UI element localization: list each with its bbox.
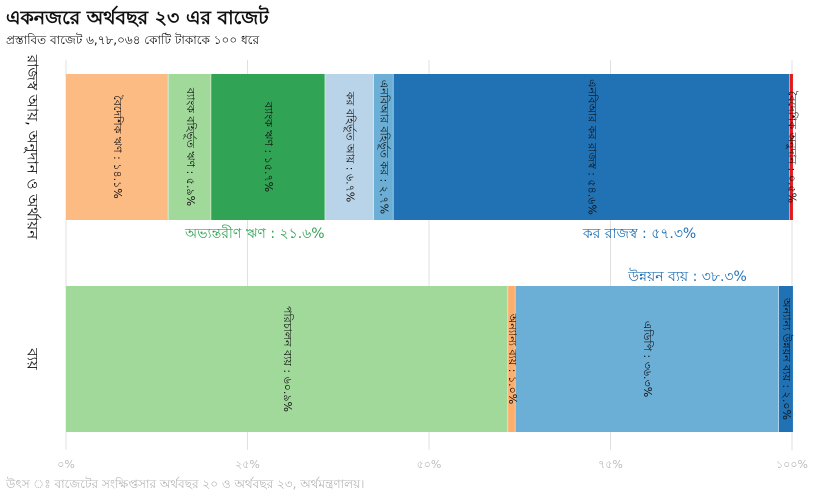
bars: [66, 74, 794, 432]
chart-subtitle: প্রস্তাবিত বাজেট ৬,৭৮,০৬৪ কোটি টাকাকে ১০…: [6, 33, 260, 47]
bar-segment: [789, 74, 794, 220]
segment-labels: বৈদেশিক ঋণ : ১৪.১% ব্যাংক বহির্ভূত ঋণ : ৫…: [111, 79, 798, 420]
segment-label: এনবিআর কর রাজস্ব : ৫৪.৬%: [586, 79, 599, 215]
segment-label: কর বহির্ভূত আয় : ৬.৭%: [343, 91, 356, 203]
segment-label: বৈদেশিক ঋণ : ১৪.১%: [111, 95, 124, 198]
category-label: রাজস্ব আয়, অনুদান ও অর্থায়ন: [24, 54, 42, 240]
annotations: অভ্যন্তরীণ ঋণ : ২১.৬% কর রাজস্ব : ৫৭.৩% উন…: [184, 225, 747, 285]
bar-segment: [393, 74, 790, 220]
bar-segment: [778, 286, 794, 432]
segment-label: এডিপি : ৩৬.৩%: [641, 321, 654, 397]
bar-segment: [515, 286, 779, 432]
annotation-label: উন্নয়ন ব্যয় : ৩৮.৩%: [627, 268, 747, 285]
segment-label: অন্যান্য উন্নয়ন ব্যয় : ২.০%: [780, 297, 793, 420]
segment-label: ব্যাংক বহির্ভূত ঋণ : ৫.৯%: [184, 87, 197, 206]
x-tick-label: ২৫%: [235, 458, 260, 471]
segment-label: অন্যান্য ব্যয় : ১.০%: [506, 313, 519, 404]
bar-segment: [211, 74, 326, 220]
x-tick-label: ৫০%: [417, 458, 442, 471]
x-axis-ticks: ০% ২৫% ৫০% ৭৫% ১০০%: [57, 458, 808, 471]
x-tick-label: ৭৫%: [598, 458, 623, 471]
segment-label: পরিচালন ব্যয় : ৬০.৯%: [281, 306, 294, 412]
source-note: উৎস ঃ বাজেটের সংক্ষিপ্তসার অর্থবছর ২০ ও …: [6, 477, 365, 491]
x-tick-label: ১০০%: [776, 458, 808, 471]
bar-segment: [66, 74, 169, 220]
segment-label: বৈদেশিক অনুদান : ০.৫%: [786, 91, 799, 203]
chart-title: একনজরে অর্থবছর ২৩ এর বাজেট: [6, 7, 269, 29]
x-tick-label: ০%: [57, 458, 75, 471]
bar-segment: [508, 286, 516, 432]
category-label: ব্যয়: [24, 347, 42, 371]
category-labels: রাজস্ব আয়, অনুদান ও অর্থায়ন ব্যয়: [24, 54, 42, 371]
bar-segment: [66, 286, 509, 432]
annotation-label: কর রাজস্ব : ৫৭.৩%: [582, 226, 696, 242]
segment-label: ব্যাংক ঋণ : ১৫.৭%: [262, 101, 275, 192]
bar-segment: [168, 74, 212, 220]
segment-label: এনবিআর বহির্ভূত কর : ২.৭%: [377, 80, 390, 214]
bar-segment: [373, 74, 394, 220]
annotation-label: অভ্যন্তরীণ ঋণ : ২১.৬%: [184, 225, 325, 242]
bar-segment: [325, 74, 374, 220]
